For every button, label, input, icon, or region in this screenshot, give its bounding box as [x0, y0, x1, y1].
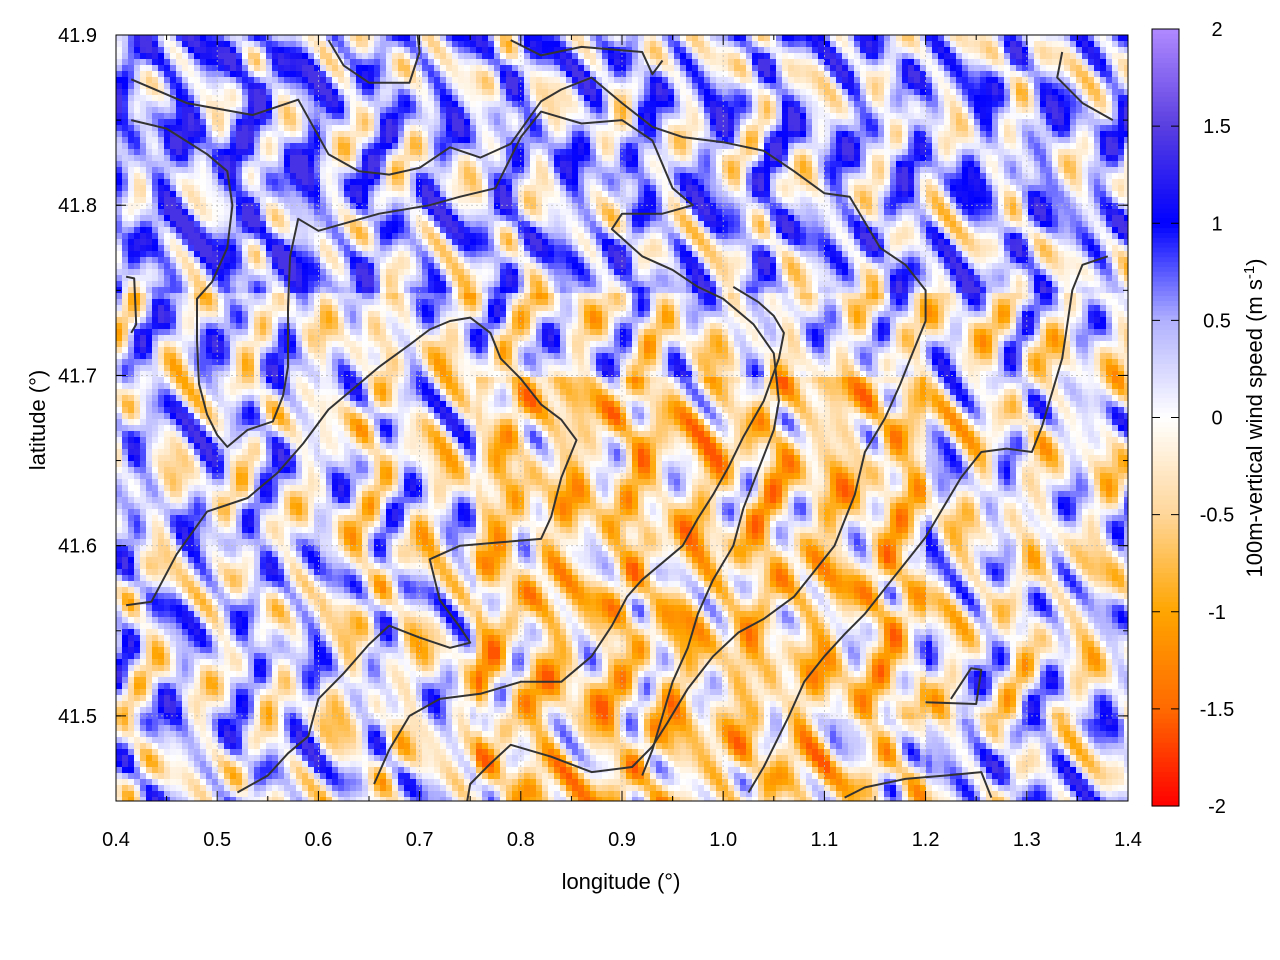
y-tick-label-4: 41.9 [58, 25, 97, 47]
colorbar-label-end: ) [1242, 258, 1267, 265]
x-tick-label-4: 0.8 [507, 829, 535, 851]
x-tick-label-10: 1.4 [1114, 829, 1142, 851]
colorbar-label-sup: -1 [1241, 266, 1258, 279]
contour-line-9 [327, 35, 421, 84]
contour-line-3 [373, 286, 785, 785]
colorbar-tick-label-7: -1.5 [1200, 699, 1234, 721]
colorbar-label: 100m-vertical wind speed (m s-1) [1241, 258, 1267, 577]
contour-line-0 [130, 76, 927, 801]
contour-line-6 [925, 667, 983, 705]
colorbar-label-main: 100m-vertical wind speed (m s [1242, 279, 1267, 577]
contour-line-7 [1056, 51, 1114, 121]
x-tick-label-6: 1.0 [709, 829, 737, 851]
x-tick-label-7: 1.1 [810, 829, 838, 851]
colorbar-tick-label-4: 0 [1211, 408, 1222, 430]
contour-line-4 [747, 255, 1109, 794]
colorbar-tick-label-5: -0.5 [1200, 505, 1234, 527]
contour-line-5 [844, 771, 993, 799]
x-tick-label-0: 0.4 [102, 829, 130, 851]
x-tick-label-8: 1.2 [912, 829, 940, 851]
colorbar-tick-label-8: -2 [1208, 796, 1226, 818]
y-tick-label-0: 41.5 [58, 706, 97, 728]
y-tick-label-3: 41.8 [58, 195, 97, 217]
contour-line-2 [125, 316, 578, 794]
colorbar-ticks: 2 1.5 1 0.5 0 -0.5 -1 -1.5 -2 [1152, 19, 1234, 818]
x-tick-label-2: 0.6 [304, 829, 332, 851]
colorbar-tick-label-1: 1.5 [1203, 116, 1231, 138]
colorbar-tick-label-6: -1 [1208, 602, 1226, 624]
contour-line-8 [125, 275, 138, 334]
colorbar-tick-label-2: 1 [1211, 213, 1222, 235]
y-tick-label-1: 41.6 [58, 536, 97, 558]
y-axis-ticks: 41.5 41.6 41.7 41.8 41.9 [58, 25, 1128, 802]
contour-line-1 [130, 110, 780, 776]
colorbar-tick-label-0: 2 [1211, 19, 1222, 41]
x-axis-label: longitude (°) [562, 869, 681, 894]
contour-lines [125, 35, 1114, 801]
x-tick-label-9: 1.3 [1013, 829, 1041, 851]
x-tick-label-5: 0.9 [608, 829, 636, 851]
x-tick-label-3: 0.7 [406, 829, 434, 851]
x-tick-label-1: 0.5 [203, 829, 231, 851]
y-axis-label: latitude (°) [25, 370, 50, 471]
x-axis-ticks: 0.4 0.5 0.6 0.7 0.8 0.9 1.0 1.1 1.2 1.3 1.4 [102, 35, 1142, 851]
y-tick-label-2: 41.7 [58, 365, 97, 387]
colorbar-tick-label-3: 0.5 [1203, 310, 1231, 332]
contour-line-10 [510, 39, 664, 76]
